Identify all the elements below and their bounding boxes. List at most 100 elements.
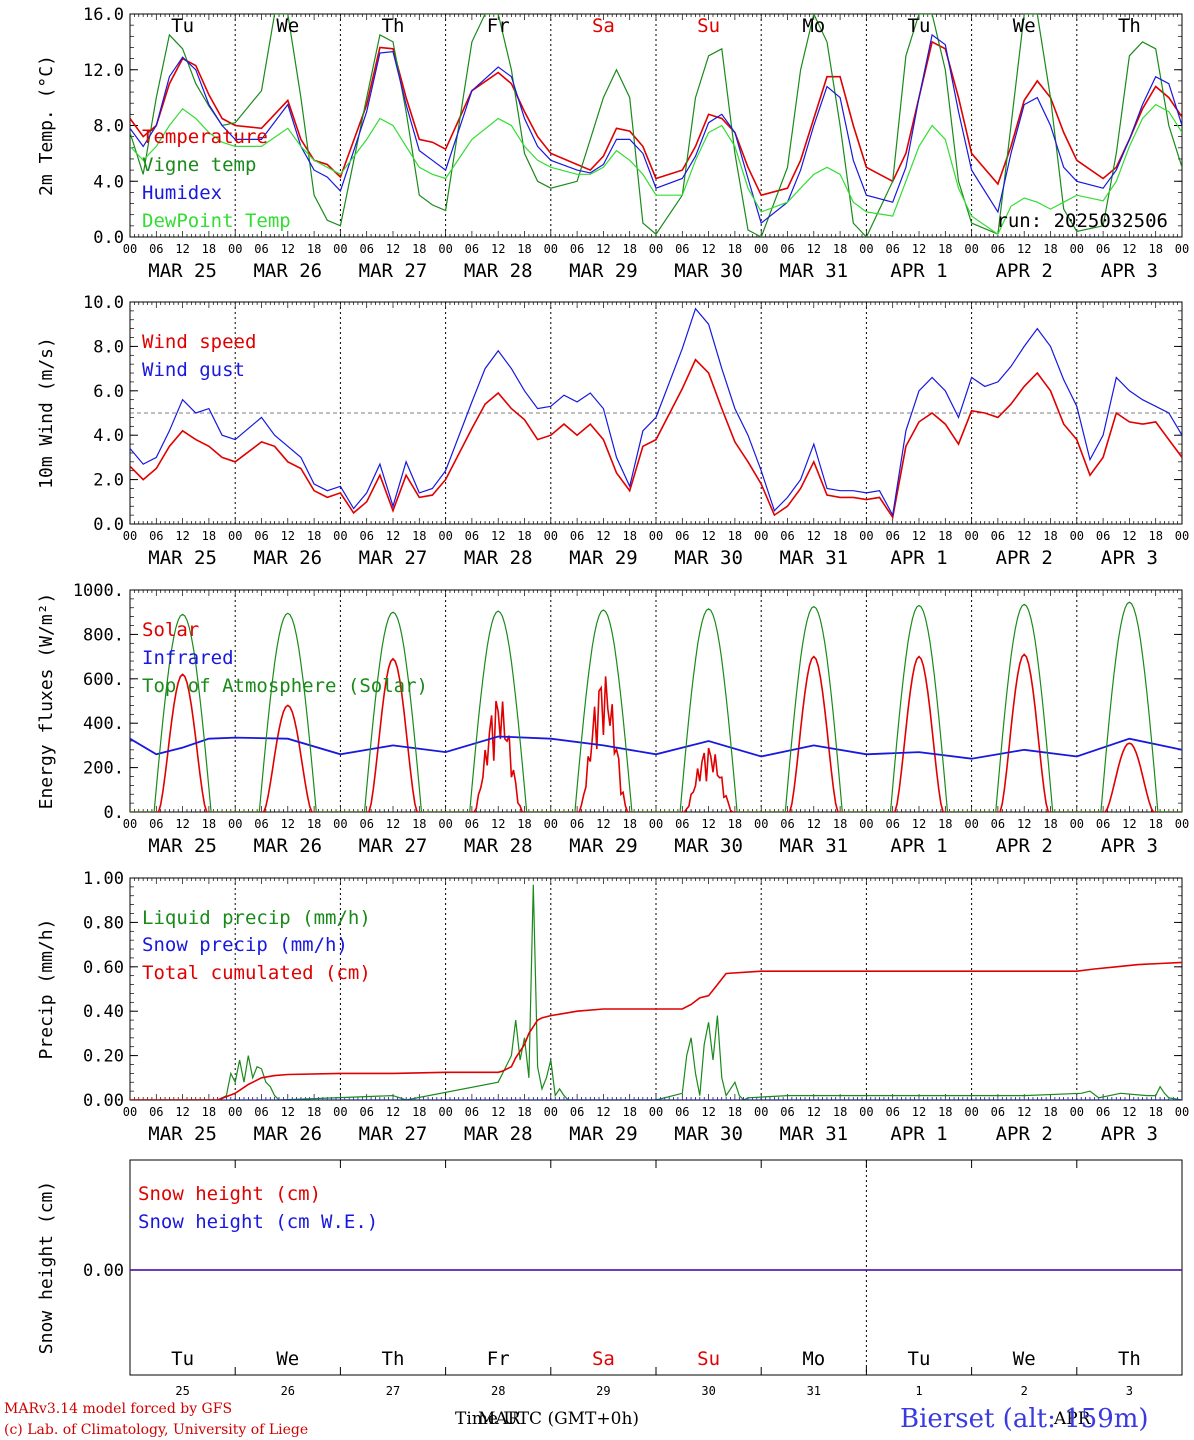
date-label: APR 1	[890, 547, 947, 569]
hour-tick-label: 00	[649, 1105, 663, 1119]
hour-tick-label: 00	[649, 242, 663, 256]
hour-tick-label: 18	[307, 529, 321, 543]
hour-tick-label: 06	[1096, 242, 1110, 256]
day-of-week-label: Th	[382, 1348, 405, 1370]
hour-tick-label: 00	[964, 529, 978, 543]
legend-top-of-atmosphere-solar: Top of Atmosphere (Solar)	[142, 675, 428, 697]
series-line-vigne-temp	[130, 14, 1182, 237]
hour-tick-label: 18	[517, 1105, 531, 1119]
date-label: MAR 30	[674, 1123, 743, 1145]
date-label: MAR 28	[464, 1123, 533, 1145]
hour-tick-label: 12	[701, 242, 715, 256]
y-tick-label: 12.0	[83, 61, 124, 81]
hour-tick-label: 00	[333, 817, 347, 831]
hour-tick-label: 00	[123, 242, 137, 256]
legend-solar: Solar	[142, 619, 199, 641]
series-line-top-of-atmosphere-solar	[130, 601, 1182, 812]
hour-tick-label: 06	[359, 242, 373, 256]
hour-tick-label: 00	[123, 817, 137, 831]
hour-tick-label: 00	[1175, 1105, 1189, 1119]
y-axis-title: 2m Temp. (°C)	[36, 55, 57, 196]
hour-tick-label: 06	[675, 242, 689, 256]
day-of-week-label: Mo	[802, 15, 825, 37]
hour-tick-label: 00	[123, 529, 137, 543]
hour-tick-label: 12	[1017, 529, 1031, 543]
legend-wind-gust: Wind gust	[142, 359, 245, 381]
day-of-week-label: Th	[1118, 1348, 1141, 1370]
day-of-week-label: Tu	[171, 1348, 194, 1370]
hour-tick-label: 00	[859, 242, 873, 256]
hour-tick-label: 18	[728, 817, 742, 831]
date-label: APR 1	[890, 835, 947, 857]
day-number-label: 28	[491, 1384, 505, 1398]
hour-tick-label: 12	[175, 242, 189, 256]
hour-tick-label: 12	[912, 529, 926, 543]
hour-tick-label: 18	[833, 242, 847, 256]
hour-tick-label: 18	[622, 1105, 636, 1119]
hour-tick-label: 12	[1122, 529, 1136, 543]
date-label: MAR 29	[569, 547, 638, 569]
day-number-label: 30	[701, 1384, 715, 1398]
hour-tick-label: 12	[1017, 1105, 1031, 1119]
hour-tick-label: 06	[465, 242, 479, 256]
y-tick-label: 0.40	[83, 1002, 124, 1022]
legend-liquid-precip-mm-h: Liquid precip (mm/h)	[142, 907, 371, 929]
hour-tick-label: 18	[307, 817, 321, 831]
hour-tick-label: 12	[175, 529, 189, 543]
day-of-week-label: We	[276, 15, 299, 37]
day-of-week-label: We	[1013, 1348, 1036, 1370]
hour-tick-label: 00	[333, 529, 347, 543]
hour-tick-label: 18	[728, 1105, 742, 1119]
hour-tick-label: 00	[544, 529, 558, 543]
date-label: MAR 26	[253, 260, 322, 282]
day-of-week-label: We	[1013, 15, 1036, 37]
hour-tick-label: 06	[465, 1105, 479, 1119]
hour-tick-label: 18	[202, 242, 216, 256]
hour-tick-label: 18	[622, 817, 636, 831]
legend-snow-height-cm: Snow height (cm)	[138, 1183, 321, 1205]
hour-tick-label: 06	[359, 817, 373, 831]
hour-tick-label: 06	[675, 1105, 689, 1119]
hour-tick-label: 00	[438, 242, 452, 256]
y-tick-label: 600.	[83, 670, 124, 690]
series-line-wind-speed	[130, 358, 1182, 520]
date-label: MAR 26	[253, 835, 322, 857]
day-number-label: 2	[1021, 1384, 1028, 1398]
hour-tick-label: 06	[149, 1105, 163, 1119]
y-tick-label: 4.0	[93, 172, 124, 192]
panel-4: 0.00 0.20 0.40 0.60 0.80 1.00 Precip (mm/h) 00 0…	[36, 869, 1189, 1145]
hour-tick-label: 18	[412, 1105, 426, 1119]
hour-tick-label: 12	[807, 1105, 821, 1119]
y-tick-label: 16.0	[83, 5, 124, 25]
legend-total-cumulated-cm: Total cumulated (cm)	[142, 962, 371, 984]
legend-wind-speed: Wind speed	[142, 331, 256, 353]
hour-tick-label: 00	[859, 817, 873, 831]
hour-tick-label: 18	[1043, 1105, 1057, 1119]
date-label: APR 3	[1101, 547, 1158, 569]
hour-tick-label: 06	[254, 1105, 268, 1119]
hour-tick-label: 18	[938, 242, 952, 256]
date-label: MAR 25	[148, 260, 217, 282]
hour-tick-label: 06	[254, 817, 268, 831]
run-label: run: 2025032506	[996, 210, 1168, 232]
hour-tick-label: 12	[596, 529, 610, 543]
date-label: MAR 30	[674, 260, 743, 282]
date-label: MAR 26	[253, 1123, 322, 1145]
series-line-solar	[130, 653, 1182, 812]
day-of-week-label: Th	[382, 15, 405, 37]
hour-tick-label: 06	[885, 242, 899, 256]
hour-tick-label: 18	[1043, 242, 1057, 256]
date-label: MAR 28	[464, 260, 533, 282]
legend-vigne-temp: Vigne temp	[142, 154, 256, 176]
panel-1: 0.0 4.0 8.0 12.0 16.0 2m Temp. (°C) 00 06 12 18 MA…	[36, 5, 1189, 282]
hour-tick-label: 00	[859, 1105, 873, 1119]
y-tick-label: 0.80	[83, 913, 124, 933]
hour-tick-label: 06	[885, 1105, 899, 1119]
hour-tick-label: 12	[701, 817, 715, 831]
y-tick-label: 0.00	[83, 1261, 124, 1281]
hour-tick-label: 06	[675, 529, 689, 543]
hour-tick-label: 00	[438, 1105, 452, 1119]
panel-2: 0.0 2.0 4.0 6.0 8.0 10.0 10m Wind (m/s) 00 06 12 1…	[36, 293, 1189, 569]
hour-tick-label: 12	[1017, 242, 1031, 256]
hour-tick-label: 12	[807, 529, 821, 543]
